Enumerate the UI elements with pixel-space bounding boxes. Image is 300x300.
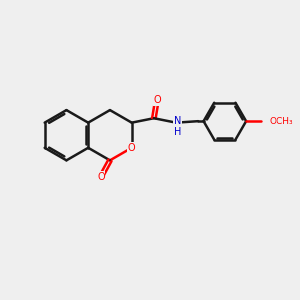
Text: O: O bbox=[128, 143, 136, 153]
Text: N: N bbox=[174, 116, 181, 126]
Text: O: O bbox=[153, 95, 161, 106]
Text: OCH₃: OCH₃ bbox=[270, 117, 293, 126]
Text: O: O bbox=[97, 172, 105, 182]
Text: H: H bbox=[174, 127, 181, 136]
